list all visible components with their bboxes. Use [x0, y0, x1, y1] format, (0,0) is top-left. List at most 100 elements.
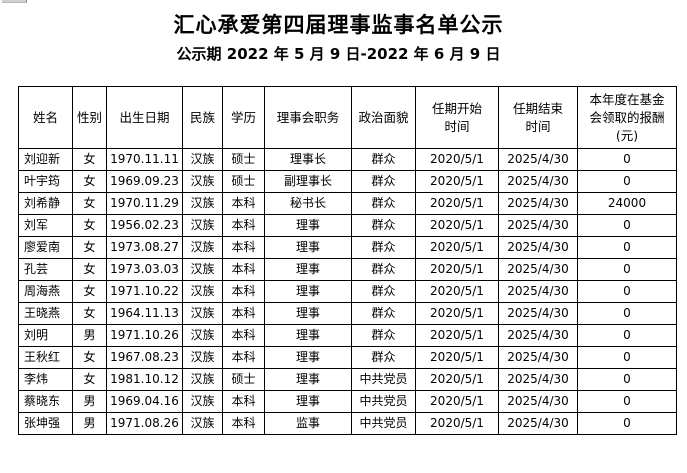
table-cell: 2025/4/30: [498, 148, 578, 171]
table-cell: 2025/4/30: [498, 192, 578, 215]
table-cell: 女: [72, 192, 107, 215]
table-cell: 女: [72, 346, 107, 369]
table-cell: 男: [72, 390, 107, 413]
table-cell: 0: [577, 170, 677, 193]
table-cell: 群众: [351, 346, 416, 369]
table-cell: 0: [577, 412, 677, 435]
table-cell: 女: [72, 302, 107, 325]
publicity-period: 公示期 2022 年 5 月 9 日-2022 年 6 月 9 日: [176, 45, 501, 63]
table-cell: 汉族: [182, 170, 223, 193]
table-cell: 2025/4/30: [498, 170, 578, 193]
table-cell: 理事: [264, 368, 352, 391]
members-table: 姓名 性别 出生日期 民族 学历 理事会职务 政治面貌 任期开始 时间 任期结束 时间 本年度在基…: [18, 86, 677, 435]
table-cell: 0: [577, 148, 677, 171]
table-cell: 1971.08.26: [106, 412, 183, 435]
table-cell: 理事: [264, 390, 352, 413]
table-cell: 硕士: [222, 148, 265, 171]
table-cell: 2020/5/1: [415, 412, 499, 435]
table-cell: 1970.11.11: [106, 148, 183, 171]
table-cell: 2020/5/1: [415, 324, 499, 347]
table-cell: 女: [72, 368, 107, 391]
table-cell: 理事: [264, 236, 352, 259]
table-cell: 0: [577, 346, 677, 369]
table-cell: 1969.04.16: [106, 390, 183, 413]
table-cell: 群众: [351, 280, 416, 303]
table-cell: 汉族: [182, 148, 223, 171]
table-cell: 张坤强: [18, 412, 73, 435]
table-cell: 0: [577, 280, 677, 303]
table-cell: 1971.10.26: [106, 324, 183, 347]
table-cell: 1971.10.22: [106, 280, 183, 303]
table-cell: 2020/5/1: [415, 236, 499, 259]
table-row: 张坤强男 1971.08.26 汉族 本科 监事 中共党员 2020/5/1 2025/4/3…: [18, 412, 677, 435]
table-cell: 刘希静: [18, 192, 73, 215]
column-header-5: 学历: [222, 86, 265, 149]
table-row: 刘军女 1956.02.23 汉族 本科 理事 群众 2020/5/1 2025/4/30 0: [18, 214, 677, 237]
table-row: 刘迎新女 1970.11.11 汉族 硕士 理事长 群众 2020/5/1 2025/4/30…: [18, 148, 677, 171]
table-cell: 周海燕: [18, 280, 73, 303]
column-header-8: 任期开始 时间: [415, 86, 499, 149]
table-row: 孔芸女 1973.03.03 汉族 本科 理事 群众 2020/5/1 2025/4/30 0: [18, 258, 677, 281]
column-header-10: 本年度在基金 会领取的报酬 (元): [577, 86, 677, 149]
table-cell: 0: [577, 214, 677, 237]
table-cell: 女: [72, 214, 107, 237]
table-cell: 汉族: [182, 324, 223, 347]
table-cell: 理事: [264, 214, 352, 237]
table-cell: 孔芸: [18, 258, 73, 281]
table-cell: 本科: [222, 302, 265, 325]
column-header-2: 性别: [72, 86, 107, 149]
table-cell: 2020/5/1: [415, 148, 499, 171]
table-cell: 2020/5/1: [415, 390, 499, 413]
table-cell: 秘书长: [264, 192, 352, 215]
column-header-9: 任期结束 时间: [498, 86, 578, 149]
table-cell: 本科: [222, 390, 265, 413]
table-cell: 本科: [222, 192, 265, 215]
table-cell: 2020/5/1: [415, 214, 499, 237]
table-cell: 2020/5/1: [415, 346, 499, 369]
table-row: 周海燕女 1971.10.22 汉族 本科 理事 群众 2020/5/1 2025/4/30 0: [18, 280, 677, 303]
table-cell: 王晓燕: [18, 302, 73, 325]
table-cell: 0: [577, 236, 677, 259]
table-cell: 2025/4/30: [498, 302, 578, 325]
table-cell: 0: [577, 390, 677, 413]
table-cell: 2025/4/30: [498, 368, 578, 391]
table-cell: 本科: [222, 236, 265, 259]
table-cell: 理事: [264, 280, 352, 303]
table-cell: 群众: [351, 236, 416, 259]
table-cell: 李炜: [18, 368, 73, 391]
table-cell: 男: [72, 324, 107, 347]
table-cell: 汉族: [182, 192, 223, 215]
table-cell: 男: [72, 412, 107, 435]
table-row: 叶宇筠女 1969.09.23 汉族 硕士 副理事长 群众 2020/5/1 2025/4/3…: [18, 170, 677, 193]
table-cell: 2020/5/1: [415, 258, 499, 281]
table-cell: 汉族: [182, 368, 223, 391]
table-cell: 1973.08.27: [106, 236, 183, 259]
table-cell: 群众: [351, 148, 416, 171]
table-cell: 女: [72, 170, 107, 193]
table-cell: 2025/4/30: [498, 236, 578, 259]
table-cell: 女: [72, 280, 107, 303]
table-cell: 1970.11.29: [106, 192, 183, 215]
table-cell: 理事长: [264, 148, 352, 171]
table-cell: 汉族: [182, 302, 223, 325]
table-cell: 理事: [264, 324, 352, 347]
table-cell: 2025/4/30: [498, 324, 578, 347]
table-cell: 1956.02.23: [106, 214, 183, 237]
table-cell: 2020/5/1: [415, 170, 499, 193]
table-cell: 0: [577, 368, 677, 391]
table-cell: 女: [72, 258, 107, 281]
table-row: 王晓燕女 1964.11.13 汉族 本科 理事 群众 2020/5/1 2025/4/30 0: [18, 302, 677, 325]
column-header-6: 理事会职务: [264, 86, 352, 149]
column-header-3: 出生日期: [106, 86, 183, 149]
table-cell: 2020/5/1: [415, 192, 499, 215]
column-header-7: 政治面貌: [351, 86, 416, 149]
table-cell: 1967.08.23: [106, 346, 183, 369]
table-cell: 理事: [264, 346, 352, 369]
table-cell: 中共党员: [351, 390, 416, 413]
table-cell: 女: [72, 236, 107, 259]
table-cell: 汉族: [182, 280, 223, 303]
table-cell: 2020/5/1: [415, 302, 499, 325]
column-header-4: 民族: [182, 86, 223, 149]
table-cell: 本科: [222, 214, 265, 237]
